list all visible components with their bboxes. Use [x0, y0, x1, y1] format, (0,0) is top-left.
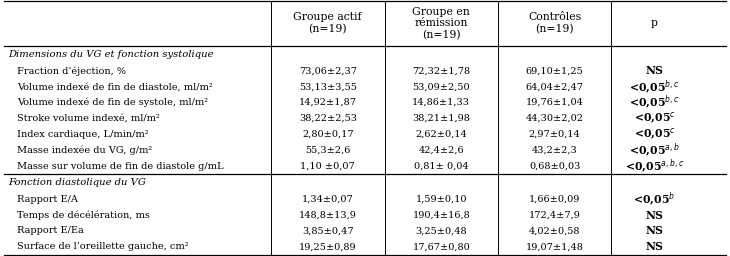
Text: 1,59±0,10: 1,59±0,10 [415, 195, 467, 204]
Text: NS: NS [645, 65, 664, 76]
Text: 53,13±3,55: 53,13±3,55 [299, 82, 357, 91]
Text: 4,02±0,58: 4,02±0,58 [529, 226, 580, 236]
Text: 38,21±1,98: 38,21±1,98 [412, 114, 470, 123]
Text: 1,66±0,09: 1,66±0,09 [529, 195, 580, 204]
Text: <0,05$^{a,b,c}$: <0,05$^{a,b,c}$ [625, 157, 684, 175]
Text: Groupe en
rémission
(n=19): Groupe en rémission (n=19) [412, 7, 470, 40]
Text: 0,68±0,03: 0,68±0,03 [529, 162, 580, 170]
Text: 3,25±0,48: 3,25±0,48 [415, 226, 467, 236]
Text: Temps de décélération, ms: Temps de décélération, ms [17, 210, 150, 220]
Text: 3,85±0,47: 3,85±0,47 [302, 226, 353, 236]
Text: 38,22±2,53: 38,22±2,53 [299, 114, 357, 123]
Text: 14,86±1,33: 14,86±1,33 [412, 98, 470, 107]
Text: Rapport E/Ea: Rapport E/Ea [17, 226, 83, 236]
Text: <0,05$^{b,c}$: <0,05$^{b,c}$ [629, 94, 680, 111]
Text: <0,05$^{b,c}$: <0,05$^{b,c}$ [629, 78, 680, 95]
Text: Surface de l’oreillette gauche, cm²: Surface de l’oreillette gauche, cm² [17, 242, 188, 251]
Text: 43,2±2,3: 43,2±2,3 [532, 146, 577, 155]
Text: Rapport E/A: Rapport E/A [17, 195, 77, 204]
Text: Index cardiaque, L/min/m²: Index cardiaque, L/min/m² [17, 130, 148, 139]
Text: 1,10 ±0,07: 1,10 ±0,07 [301, 162, 356, 170]
Text: 55,3±2,6: 55,3±2,6 [305, 146, 350, 155]
Text: <0,05$^{c}$: <0,05$^{c}$ [634, 111, 675, 126]
Text: Stroke volume indexé, ml/m²: Stroke volume indexé, ml/m² [17, 114, 160, 123]
Text: 1,34±0,07: 1,34±0,07 [302, 195, 353, 204]
Text: 17,67±0,80: 17,67±0,80 [412, 242, 470, 251]
Text: 19,76±1,04: 19,76±1,04 [526, 98, 584, 107]
Text: p: p [651, 18, 658, 28]
Text: Masse sur volume de fin de diastole g/mL: Masse sur volume de fin de diastole g/mL [17, 162, 223, 170]
Text: 2,62±0,14: 2,62±0,14 [415, 130, 467, 139]
Text: 190,4±16,8: 190,4±16,8 [412, 210, 470, 220]
Text: <0,05$^{b}$: <0,05$^{b}$ [634, 190, 675, 208]
Text: Contrôles
(n=19): Contrôles (n=19) [528, 13, 581, 35]
Text: 53,09±2,50: 53,09±2,50 [412, 82, 470, 91]
Text: Dimensions du VG et fonction systolique: Dimensions du VG et fonction systolique [8, 50, 214, 59]
Text: Fraction d’éjection, %: Fraction d’éjection, % [17, 66, 126, 76]
Text: Fonction diastolique du VG: Fonction diastolique du VG [8, 178, 146, 187]
Text: 69,10±1,25: 69,10±1,25 [526, 66, 583, 75]
Text: 73,06±2,37: 73,06±2,37 [299, 66, 357, 75]
Text: 72,32±1,78: 72,32±1,78 [412, 66, 470, 75]
Text: NS: NS [645, 226, 664, 236]
Text: <0,05$^{c}$: <0,05$^{c}$ [634, 127, 675, 142]
Text: Groupe actif
(n=19): Groupe actif (n=19) [293, 13, 362, 35]
Text: 14,92±1,87: 14,92±1,87 [299, 98, 357, 107]
Text: <0,05$^{a,b}$: <0,05$^{a,b}$ [629, 141, 680, 159]
Text: 0,81± 0,04: 0,81± 0,04 [414, 162, 469, 170]
Text: 148,8±13,9: 148,8±13,9 [299, 210, 357, 220]
Text: 64,04±2,47: 64,04±2,47 [526, 82, 584, 91]
Text: 172,4±7,9: 172,4±7,9 [529, 210, 580, 220]
Text: 2,80±0,17: 2,80±0,17 [302, 130, 353, 139]
Text: NS: NS [645, 209, 664, 220]
Text: 19,07±1,48: 19,07±1,48 [526, 242, 584, 251]
Text: 19,25±0,89: 19,25±0,89 [299, 242, 356, 251]
Text: 42,4±2,6: 42,4±2,6 [418, 146, 464, 155]
Text: Masse indexée du VG, g/m²: Masse indexée du VG, g/m² [17, 145, 152, 155]
Text: NS: NS [645, 241, 664, 252]
Text: Volume indexé de fin de systole, ml/m²: Volume indexé de fin de systole, ml/m² [17, 98, 208, 107]
Text: 44,30±2,02: 44,30±2,02 [526, 114, 584, 123]
Text: 2,97±0,14: 2,97±0,14 [529, 130, 580, 139]
Text: Volume indexé de fin de diastole, ml/m²: Volume indexé de fin de diastole, ml/m² [17, 82, 212, 91]
